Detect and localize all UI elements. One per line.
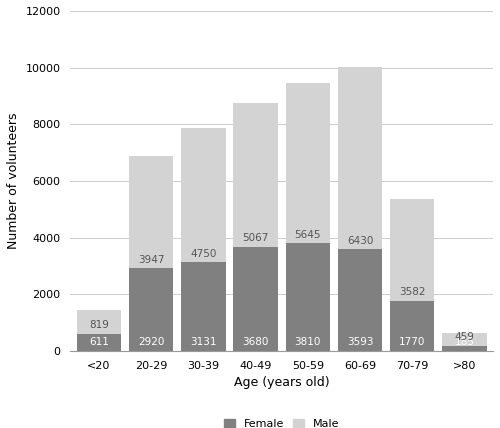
Bar	[234, 247, 278, 351]
Text: 6430: 6430	[347, 236, 373, 246]
Text: 3680: 3680	[242, 337, 269, 347]
Text: 1770: 1770	[399, 337, 425, 347]
Bar	[390, 301, 434, 351]
Text: 3582: 3582	[399, 288, 425, 297]
Y-axis label: Number of volunteers: Number of volunteers	[7, 113, 20, 249]
Bar	[181, 262, 226, 351]
Bar	[390, 199, 434, 301]
Text: 459: 459	[454, 332, 474, 342]
Bar	[442, 333, 486, 346]
Text: 3810: 3810	[294, 337, 321, 347]
Bar	[234, 103, 278, 247]
Text: 3131: 3131	[190, 337, 216, 347]
Bar	[129, 156, 174, 268]
Bar	[338, 249, 382, 351]
Bar	[129, 268, 174, 351]
Bar	[181, 128, 226, 262]
Text: 3947: 3947	[138, 255, 164, 265]
Text: 3593: 3593	[346, 337, 373, 347]
Text: 5067: 5067	[242, 233, 269, 243]
X-axis label: Age (years old): Age (years old)	[234, 376, 330, 389]
Text: 2920: 2920	[138, 337, 164, 347]
Bar	[77, 334, 121, 351]
Text: 611: 611	[89, 337, 109, 347]
Bar	[442, 346, 486, 351]
Bar	[77, 310, 121, 334]
Text: 5645: 5645	[294, 229, 321, 240]
Bar	[338, 67, 382, 249]
Legend: Female, Male: Female, Male	[220, 414, 344, 428]
Text: 4750: 4750	[190, 249, 216, 259]
Text: 185: 185	[454, 337, 474, 347]
Text: 819: 819	[89, 320, 109, 330]
Bar	[286, 243, 330, 351]
Bar	[286, 83, 330, 243]
